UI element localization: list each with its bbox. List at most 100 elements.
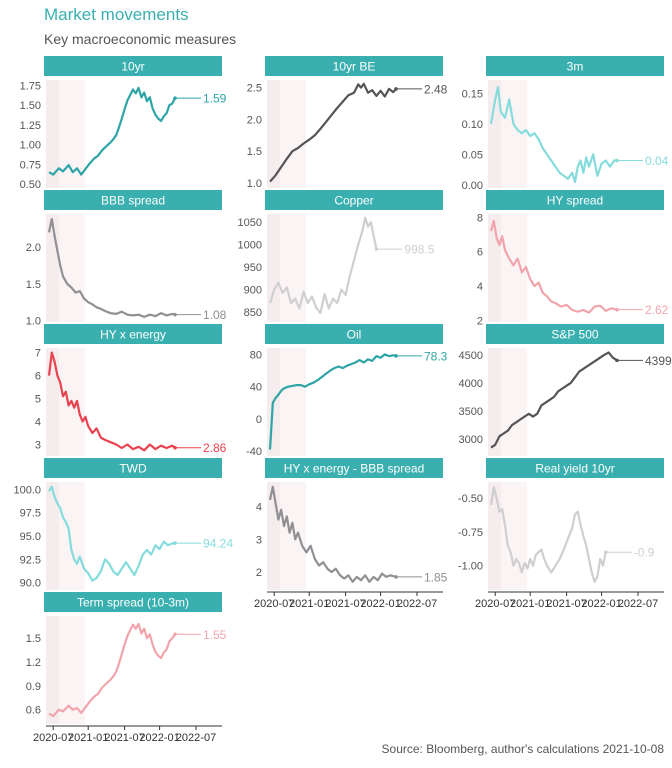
page-title: Market movements xyxy=(44,5,189,24)
hy-x-energy-bbb-spread-strip-label: HY x energy - BBB spread xyxy=(284,462,425,476)
oil-last-value: 78.3 xyxy=(424,349,448,363)
copper-ytick-2: 950 xyxy=(244,262,262,274)
s-p-500-last-value: 4399.76 xyxy=(645,354,672,368)
10yr-be-shade-dark xyxy=(267,80,280,188)
s-p-500-ytick-2: 4000 xyxy=(459,378,483,390)
real-yield-10yr-x-tick-2: 2021-07 xyxy=(546,598,586,610)
hy-x-energy-strip xyxy=(44,324,222,344)
hy-x-energy-last-value: 2.86 xyxy=(203,441,227,455)
real-yield-10yr-shade-light xyxy=(501,482,527,590)
term-spread-10-3m-x-tick-2: 2021-07 xyxy=(104,732,144,744)
s-p-500-ytick-0: 3000 xyxy=(459,434,483,446)
twd-ytick-3: 97.5 xyxy=(20,508,41,520)
oil-shade-light xyxy=(280,348,306,456)
hy-x-energy-ytick-4: 7 xyxy=(35,348,41,360)
10yr-ytick-4: 1.50 xyxy=(20,100,41,112)
term-spread-10-3m-series-line xyxy=(48,622,176,718)
hy-x-energy-bbb-spread-strip xyxy=(265,458,443,478)
bbb-spread-series-line xyxy=(47,218,176,318)
hy-x-energy-bbb-spread-ytick-2: 4 xyxy=(256,502,262,514)
oil-ytick-1: 0 xyxy=(256,414,262,426)
hy-x-energy-bbb-spread-last-point xyxy=(394,575,398,579)
10yr-ytick-1: 0.75 xyxy=(20,159,41,171)
s-p-500-ytick-1: 3500 xyxy=(459,406,483,418)
hy-x-energy-last-point xyxy=(173,445,177,450)
copper-ytick-3: 1000 xyxy=(238,240,262,252)
term-spread-10-3m-last-point xyxy=(173,632,177,637)
3m-strip-label: 3m xyxy=(567,60,584,74)
10yr-strip-label: 10yr xyxy=(121,60,144,74)
term-spread-10-3m-x-tick-3: 2022-01 xyxy=(139,732,179,744)
oil-strip-label: Oil xyxy=(347,328,362,342)
hy-spread-last-value: 2.62 xyxy=(645,303,669,317)
twd-ytick-2: 95.0 xyxy=(20,531,41,543)
real-yield-10yr-x-tick-3: 2022-01 xyxy=(581,598,621,610)
copper-last-point xyxy=(374,247,379,251)
copper-ytick-0: 850 xyxy=(244,307,262,319)
s-p-500-strip xyxy=(486,324,664,344)
10yr-shade-dark xyxy=(46,80,59,188)
3m-series-line xyxy=(489,86,617,183)
bbb-spread-ytick-2: 2.0 xyxy=(26,242,41,254)
term-spread-10-3m-shade-light xyxy=(59,616,85,724)
term-spread-10-3m-ytick-3: 1.5 xyxy=(26,633,41,645)
term-spread-10-3m-ytick-0: 0.6 xyxy=(26,705,41,717)
hy-x-energy-strip-label: HY x energy xyxy=(100,328,166,342)
hy-spread-series-line xyxy=(489,219,618,314)
real-yield-10yr-last-value: -0.9 xyxy=(634,546,655,560)
hy-spread-ytick-3: 8 xyxy=(477,212,483,224)
s-p-500-series-line xyxy=(490,351,618,449)
page-subtitle: Key macroeconomic measures xyxy=(44,31,237,47)
oil-ytick-2: 40 xyxy=(250,382,262,394)
twd-shade-dark xyxy=(46,482,59,590)
source-note: Source: Bloomberg, author's calculations… xyxy=(381,742,664,756)
oil-last-point xyxy=(394,354,398,358)
copper-ytick-4: 1050 xyxy=(238,217,262,229)
bbb-spread-last-value: 1.08 xyxy=(203,308,227,322)
s-p-500-shade-light xyxy=(501,348,527,456)
real-yield-10yr-x-tick-1: 2021-01 xyxy=(510,598,550,610)
10yr-series-line xyxy=(48,86,176,176)
10yr-be-last-value: 2.48 xyxy=(424,82,448,96)
10yr-be-ytick-1: 1.5 xyxy=(247,146,262,158)
hy-spread-shade-light xyxy=(501,214,527,322)
10yr-be-ytick-2: 2.0 xyxy=(247,114,262,126)
3m-ytick-0: 0.00 xyxy=(462,180,483,192)
s-p-500-last-point xyxy=(615,358,619,363)
real-yield-10yr-ytick-0: -0.50 xyxy=(458,493,483,505)
oil-ytick-0: -40 xyxy=(246,446,262,458)
real-yield-10yr-ytick-1: -0.75 xyxy=(458,527,483,539)
10yr-ytick-5: 1.75 xyxy=(20,81,41,93)
real-yield-10yr-last-point xyxy=(604,550,608,554)
copper-strip-label: Copper xyxy=(334,194,373,208)
hy-spread-last-point xyxy=(615,307,619,312)
bbb-spread-strip xyxy=(44,190,222,210)
bbb-spread-shade-light xyxy=(59,214,85,322)
copper-shade-dark xyxy=(267,214,280,322)
10yr-be-last-point xyxy=(394,87,398,91)
twd-shade-light xyxy=(59,482,85,590)
term-spread-10-3m-ytick-1: 0.9 xyxy=(26,681,41,693)
3m-shade-light xyxy=(501,80,527,188)
3m-ytick-3: 0.15 xyxy=(462,88,483,100)
bbb-spread-ytick-1: 1.5 xyxy=(26,279,41,291)
hy-x-energy-ytick-2: 5 xyxy=(35,394,41,406)
hy-x-energy-bbb-spread-x-tick-1: 2021-01 xyxy=(289,598,329,610)
twd-ytick-0: 90.0 xyxy=(20,578,41,590)
10yr-be-strip-label: 10yr BE xyxy=(333,60,376,74)
real-yield-10yr-x-tick-0: 2020-07 xyxy=(475,598,515,610)
oil-ytick-3: 80 xyxy=(250,349,262,361)
bbb-spread-ytick-0: 1.0 xyxy=(26,316,41,328)
twd-strip-label: TWD xyxy=(119,462,147,476)
10yr-be-shade-light xyxy=(280,80,306,188)
3m-last-value: 0.04 xyxy=(645,154,669,168)
10yr-be-series-line xyxy=(269,82,397,183)
hy-spread-ytick-1: 4 xyxy=(477,281,483,293)
hy-x-energy-ytick-0: 3 xyxy=(35,440,41,452)
real-yield-10yr-shade-dark xyxy=(488,482,501,590)
hy-x-energy-bbb-spread-shade-dark xyxy=(267,482,280,590)
term-spread-10-3m-ytick-2: 1.2 xyxy=(26,657,41,669)
hy-x-energy-series-line xyxy=(47,351,176,452)
term-spread-10-3m-x-tick-0: 2020-07 xyxy=(33,732,73,744)
